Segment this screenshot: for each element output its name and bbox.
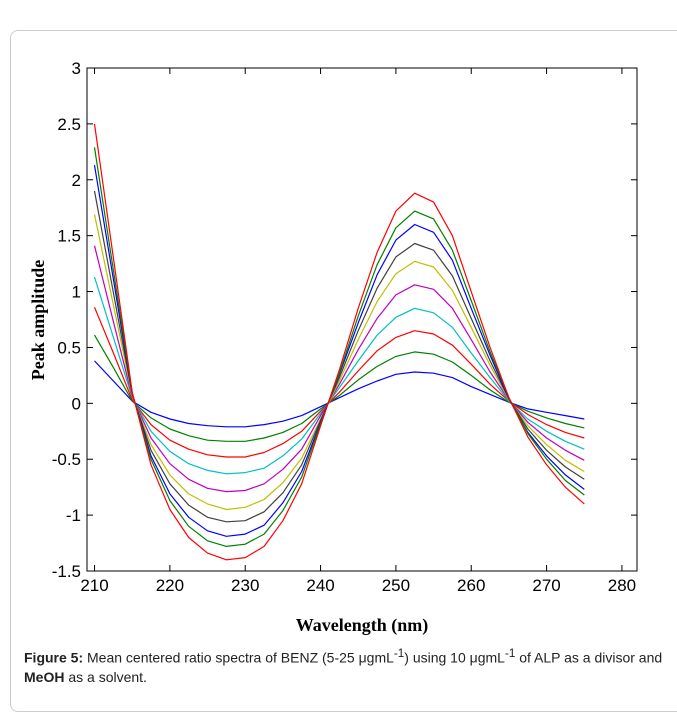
caption: Figure 5: Mean centered ratio spectra of… bbox=[24, 644, 664, 687]
series-line bbox=[93, 214, 585, 511]
x-tick-label: 250 bbox=[382, 576, 410, 595]
x-tick-label: 240 bbox=[306, 576, 334, 595]
x-axis-label: Wavelength (nm) bbox=[296, 615, 429, 636]
y-tick-label: 3 bbox=[72, 59, 81, 78]
series-line bbox=[93, 123, 585, 561]
y-tick-label: 0.5 bbox=[57, 338, 81, 357]
y-tick-label: -1 bbox=[66, 506, 81, 525]
y-tick-label: 2 bbox=[72, 171, 81, 190]
x-tick-label: 260 bbox=[457, 576, 485, 595]
chart: Wavelength (nm) Peak amplitude 210 220 230… bbox=[28, 59, 638, 636]
caption-label: Figure 5: bbox=[24, 649, 84, 666]
caption-text: Mean centered ratio spectra of BENZ (5-2… bbox=[83, 649, 394, 666]
series-line bbox=[94, 360, 585, 428]
y-tick-label: 1 bbox=[72, 283, 81, 302]
y-tick-label: 1.5 bbox=[57, 227, 81, 246]
x-tick-label: 280 bbox=[608, 576, 636, 595]
caption-bold: MeOH bbox=[24, 668, 65, 685]
series-line bbox=[93, 306, 585, 458]
x-tick-label: 220 bbox=[156, 576, 184, 595]
y-tick-label: -1.5 bbox=[52, 562, 81, 581]
y-tick-label: -0.5 bbox=[52, 450, 81, 469]
plot-frame bbox=[86, 67, 638, 572]
series-line bbox=[93, 276, 585, 475]
series-line bbox=[93, 190, 585, 523]
caption-sup: -1 bbox=[393, 647, 405, 660]
figure-card bbox=[10, 30, 677, 712]
caption-text: ) using 10 μgmL bbox=[404, 649, 505, 666]
series-line bbox=[93, 334, 585, 442]
x-tick-label: 270 bbox=[532, 576, 560, 595]
caption-text: of ALP as a divisor and bbox=[515, 649, 663, 666]
x-tick-label: 230 bbox=[231, 576, 259, 595]
caption-sup: -1 bbox=[504, 647, 516, 660]
y-axis-label: Peak amplitude bbox=[28, 260, 48, 381]
x-tick-label: 210 bbox=[80, 576, 108, 595]
y-tick-label: 0 bbox=[72, 394, 81, 413]
y-tick-label: 2.5 bbox=[57, 115, 81, 134]
caption-text: as a solvent. bbox=[64, 668, 147, 685]
series-line bbox=[93, 147, 585, 548]
series-line bbox=[93, 245, 585, 493]
